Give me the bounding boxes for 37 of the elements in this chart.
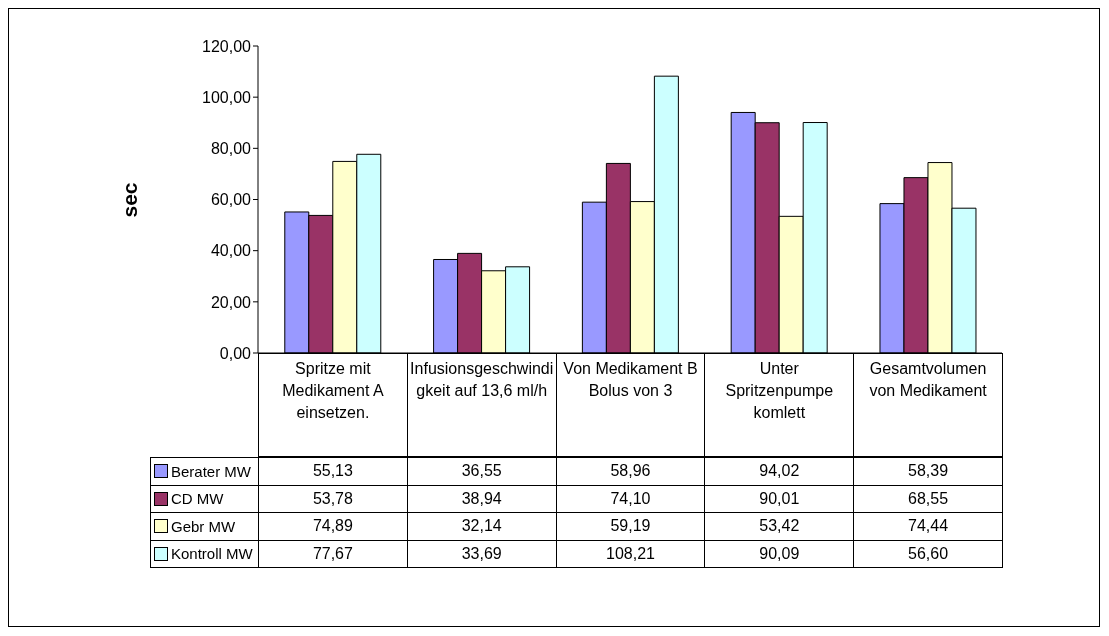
- y-tick-label: 80,00: [210, 140, 252, 158]
- data-label: 59,19: [555, 512, 706, 541]
- data-label: 74,89: [258, 512, 408, 541]
- data-label: 77,67: [258, 539, 408, 568]
- data-label: 53,42: [704, 512, 855, 541]
- data-label: 38,94: [406, 484, 557, 513]
- data-label: 36,55: [406, 457, 557, 486]
- x-tick-label: Gesamtvolumen von Medikament: [853, 353, 1003, 457]
- data-label: 32,14: [406, 512, 557, 541]
- legend-label: Berater MW: [171, 462, 252, 480]
- data-label: 90,01: [704, 484, 855, 513]
- y-tick-label: 120,00: [202, 37, 252, 55]
- y-tick-label: 40,00: [210, 242, 252, 260]
- y-tick-label: 0,00: [219, 344, 252, 362]
- x-tick-label: Von Medikament B Bolus von 3: [555, 353, 706, 457]
- legend-label: Kontroll MW: [171, 545, 253, 563]
- data-label: 90,09: [704, 539, 855, 568]
- legend-label: Gebr MW: [171, 517, 236, 535]
- data-label: 58,96: [555, 457, 706, 486]
- y-tick-label: 60,00: [210, 191, 252, 209]
- data-label: 68,55: [853, 484, 1003, 513]
- legend-label: CD MW: [171, 490, 224, 508]
- data-label: 108,21: [555, 539, 706, 568]
- data-label: 33,69: [406, 539, 557, 568]
- x-tick-label: Infusionsgeschwindigkeit auf 13,6 ml/h: [406, 353, 557, 457]
- data-label: 56,60: [853, 539, 1003, 568]
- data-label: 55,13: [258, 457, 408, 486]
- y-axis-title: sec: [118, 181, 142, 220]
- data-label: 94,02: [704, 457, 855, 486]
- x-tick-label: Unter Spritzenpumpe komlett: [704, 353, 855, 457]
- y-tick-label: 100,00: [202, 88, 252, 106]
- data-label: 74,10: [555, 484, 706, 513]
- y-tick-label: 20,00: [210, 293, 252, 311]
- data-label: 58,39: [853, 457, 1003, 486]
- data-label: 53,78: [258, 484, 408, 513]
- x-tick-label: Spritze mit Medikament A einsetzen.: [258, 353, 408, 457]
- data-label: 74,44: [853, 512, 1003, 541]
